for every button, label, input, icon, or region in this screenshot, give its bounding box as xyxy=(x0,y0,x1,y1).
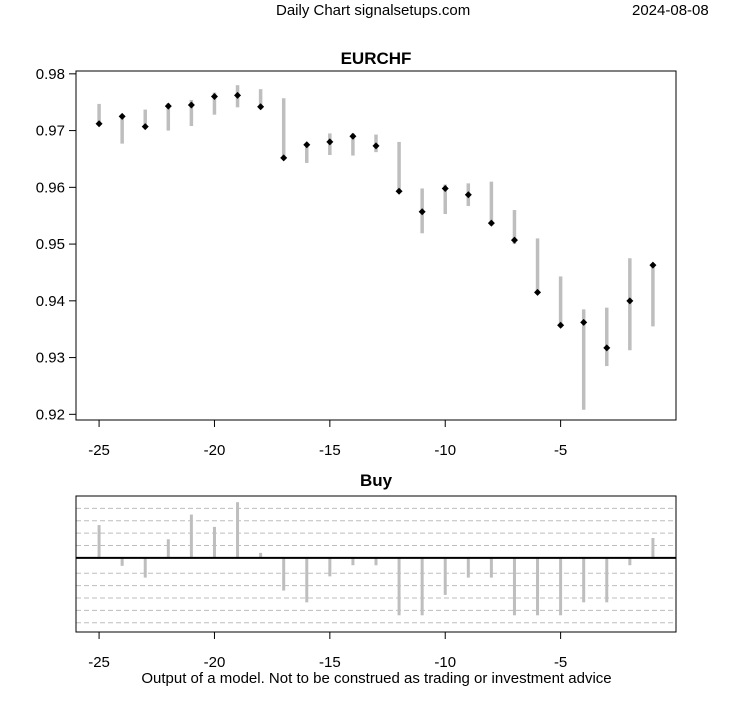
close-marker xyxy=(141,123,149,131)
close-marker xyxy=(234,91,242,99)
price-y-tick-label: 0.94 xyxy=(36,293,65,310)
chart-date-label: 2024-08-08 xyxy=(632,2,709,19)
close-marker xyxy=(534,288,542,296)
price-y-tick-label: 0.98 xyxy=(36,66,65,83)
close-marker xyxy=(441,184,449,192)
close-marker xyxy=(649,261,657,269)
price-chart-title: EURCHF xyxy=(341,49,412,68)
close-marker xyxy=(257,103,265,111)
signal-x-tick-label: -5 xyxy=(554,654,567,671)
price-y-tick-label: 0.93 xyxy=(36,350,65,367)
close-marker xyxy=(603,344,611,352)
close-marker xyxy=(303,141,311,149)
close-marker xyxy=(349,132,357,140)
price-x-tick-label: -25 xyxy=(88,442,110,459)
close-marker xyxy=(395,187,403,195)
signal-chart-title: Buy xyxy=(360,471,393,490)
price-plot-frame xyxy=(75,70,677,421)
close-marker xyxy=(164,102,172,110)
close-marker xyxy=(464,191,472,199)
price-y-tick-label: 0.92 xyxy=(36,406,65,423)
close-marker xyxy=(418,208,426,216)
close-marker xyxy=(118,112,126,120)
close-marker xyxy=(95,120,103,128)
price-x-tick-label: -5 xyxy=(554,442,567,459)
price-y-tick-label: 0.95 xyxy=(36,236,65,253)
close-marker xyxy=(210,93,218,101)
price-y-tick-label: 0.96 xyxy=(36,179,65,196)
close-marker xyxy=(626,297,634,305)
close-marker xyxy=(187,101,195,109)
signal-x-tick-label: -10 xyxy=(434,654,456,671)
close-marker xyxy=(280,154,288,162)
signal-x-tick-label: -25 xyxy=(88,654,110,671)
close-marker xyxy=(580,318,588,326)
close-marker xyxy=(372,142,380,150)
signal-x-tick-label: -20 xyxy=(204,654,226,671)
price-x-tick-label: -20 xyxy=(204,442,226,459)
price-x-tick-label: -10 xyxy=(434,442,456,459)
price-y-tick-label: 0.97 xyxy=(36,123,65,140)
signal-x-tick-label: -15 xyxy=(319,654,341,671)
close-marker xyxy=(557,321,565,329)
chart-source-label: Daily Chart signalsetups.com xyxy=(276,2,471,19)
signal-plot-frame xyxy=(75,495,677,633)
disclaimer-text: Output of a model. Not to be construed a… xyxy=(141,670,612,687)
close-marker xyxy=(487,219,495,227)
close-marker xyxy=(510,236,518,244)
price-x-tick-label: -15 xyxy=(319,442,341,459)
close-marker xyxy=(326,138,334,146)
